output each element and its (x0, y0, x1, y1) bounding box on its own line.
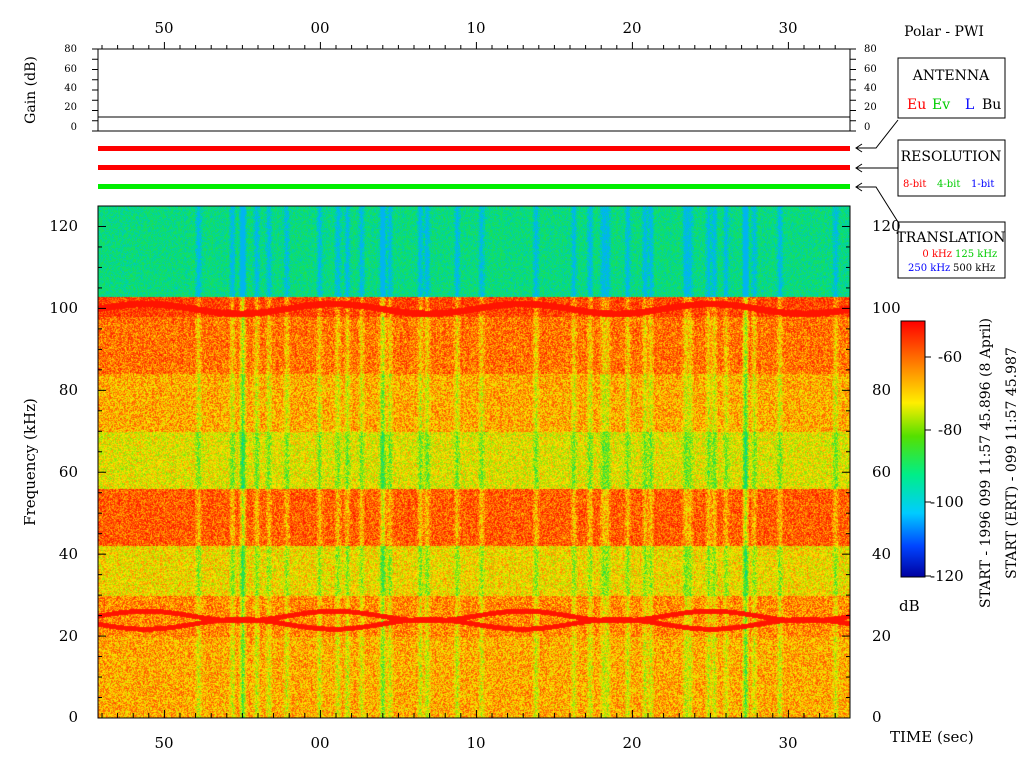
colorbar-gradient (900, 320, 926, 578)
resolution-item-4bit: 4-bit (937, 179, 960, 190)
translation-connector (856, 186, 899, 223)
colorbar-tick-label: -60 (938, 348, 962, 366)
resolution-legend-title: RESOLUTION (901, 149, 1002, 165)
spectrogram-panel: 120 100 80 60 40 20 0 120 100 80 60 40 2… (21, 205, 901, 726)
freq-tick-right: 100 (872, 299, 901, 317)
gain-tick-left: 20 (64, 102, 77, 113)
gain-axis-label: Gain (dB) (23, 56, 39, 124)
top-time-tick: 50 (154, 19, 173, 37)
status-bars (98, 146, 850, 189)
gain-tick-right: 40 (864, 83, 877, 94)
bottom-time-tick: 00 (310, 734, 329, 752)
freq-tick-left: 40 (59, 545, 78, 563)
colorbar-ticks (925, 356, 931, 577)
freq-tick-right: 80 (872, 381, 891, 399)
translation-item-250khz: 250 kHz (908, 263, 950, 274)
top-time-tick: 20 (622, 19, 641, 37)
gain-tick-left: 0 (71, 122, 77, 133)
colorbar-unit: dB (899, 597, 920, 615)
bottom-time-tick: 10 (466, 734, 485, 752)
translation-status-bar (98, 184, 850, 189)
translation-item-500khz: 500 kHz (953, 263, 995, 274)
resolution-legend-box (897, 139, 1006, 197)
antenna-status-bar (98, 146, 850, 151)
top-time-ticks: 50 00 10 20 30 (154, 19, 797, 37)
translation-legend: TRANSLATION 0 kHz 125 kHz 250 kHz 500 kH… (896, 221, 1006, 279)
resolution-item-1bit: 1-bit (971, 179, 994, 190)
antenna-legend-title: ANTENNA (912, 68, 990, 84)
freq-tick-right: 60 (872, 463, 891, 481)
freq-axis-label: Frequency (kHz) (21, 398, 39, 526)
bottom-time-tick: 50 (154, 734, 173, 752)
freq-tick-left: 120 (49, 217, 78, 235)
translation-legend-box (897, 221, 1006, 279)
antenna-item-eu: Eu (907, 97, 926, 113)
freq-tick-right: 40 (872, 545, 891, 563)
antenna-item-bu: Bu (982, 97, 1001, 113)
freq-tick-left: 20 (59, 627, 78, 645)
bottom-time-ticks: 50 00 10 20 30 (154, 734, 797, 752)
gain-tick-right: 80 (864, 44, 877, 55)
resolution-legend: RESOLUTION 8-bit 4-bit 1-bit (897, 139, 1006, 197)
translation-arrowhead (855, 182, 863, 192)
spectrogram-frame (97, 205, 851, 719)
gain-panel-frame (97, 48, 851, 132)
spectrogram-axis-ticks (98, 205, 850, 719)
bottom-time-tick: 20 (622, 734, 641, 752)
resolution-arrowhead (855, 163, 863, 173)
freq-tick-left: 80 (59, 381, 78, 399)
antenna-legend: ANTENNA Eu Ev L Bu (897, 57, 1006, 119)
freq-tick-left: 60 (59, 463, 78, 481)
gain-tick-left: 40 (64, 83, 77, 94)
translation-legend-title: TRANSLATION (896, 230, 1005, 246)
top-time-tick: 30 (778, 19, 797, 37)
freq-tick-right: 120 (872, 217, 901, 235)
top-time-tick: 00 (310, 19, 329, 37)
translation-item-125khz: 125 kHz (955, 249, 997, 260)
start-info-line1: START - 1996 099 11:57 45.896 (8 April) (978, 318, 994, 608)
freq-tick-right: 20 (872, 627, 891, 645)
gain-tick-right: 20 (864, 102, 877, 113)
freq-tick-left: 0 (68, 708, 78, 726)
freq-tick-left: 100 (49, 299, 78, 317)
antenna-item-l: L (965, 97, 974, 113)
gain-axis-ticks (92, 42, 856, 132)
freq-tick-right: 0 (872, 708, 882, 726)
resolution-item-8bit: 8-bit (903, 179, 926, 190)
start-info-line2: START (ERT) - 099 11:57 45.987 (1004, 347, 1020, 579)
colorbar: -60 -80 -100 -120 dB (899, 320, 964, 615)
plot-title: Polar - PWI (904, 24, 984, 40)
gain-panel: 80 60 40 20 0 80 60 40 20 0 Gain (dB) (23, 42, 877, 133)
colorbar-tick-label: -120 (930, 567, 964, 585)
translation-item-0khz: 0 kHz (922, 249, 952, 260)
gain-tick-right: 0 (864, 122, 870, 133)
time-axis-label: TIME (sec) (890, 728, 974, 746)
colorbar-tick-label: -80 (938, 421, 962, 439)
resolution-status-bar (98, 165, 850, 170)
antenna-item-ev: Ev (932, 97, 950, 113)
spectrogram-heatmap (98, 206, 850, 718)
antenna-connector (856, 119, 899, 149)
gain-tick-right: 60 (864, 64, 877, 75)
legend-connectors (855, 119, 899, 223)
gain-tick-left: 80 (64, 44, 77, 55)
bottom-time-tick: 30 (778, 734, 797, 752)
antenna-legend-box (897, 57, 1006, 119)
antenna-arrowhead (855, 143, 863, 153)
colorbar-tick-label: -100 (930, 493, 964, 511)
top-time-tick: 10 (466, 19, 485, 37)
gain-tick-left: 60 (64, 64, 77, 75)
